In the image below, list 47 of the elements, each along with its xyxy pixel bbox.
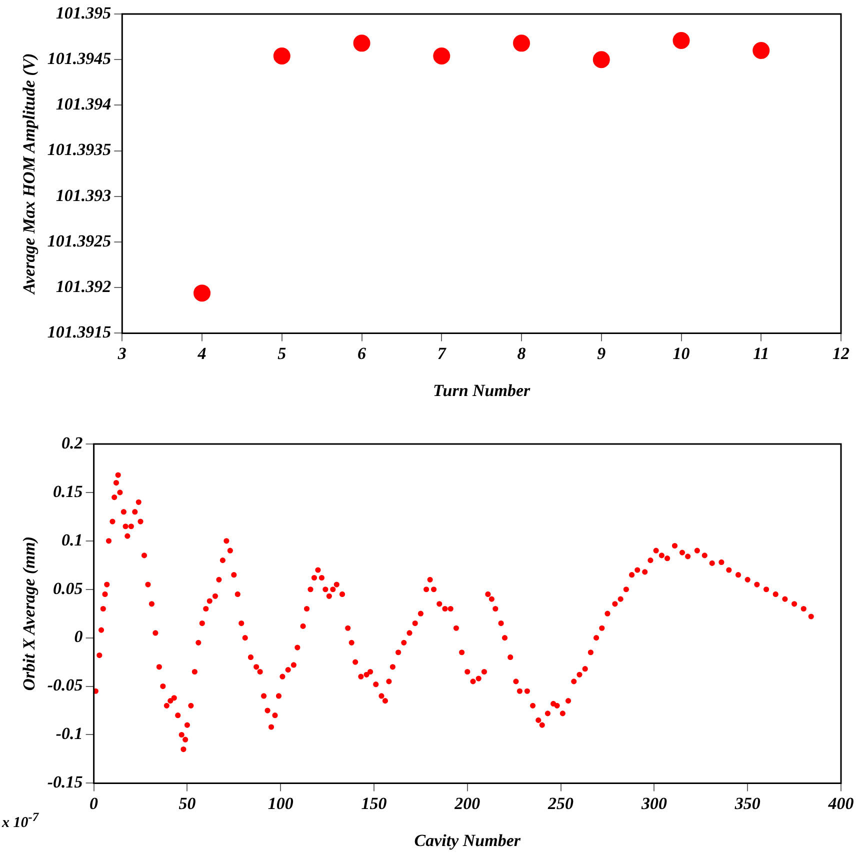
x-tick-label: 200 [454,794,481,813]
x-tick-label: 9 [597,344,606,363]
y-tick-label: 0.15 [53,482,84,501]
x-tick-label: 400 [827,794,854,813]
y-tick-label: 101.393 [56,186,112,205]
y-tick-label: 0 [74,627,84,646]
x-axis-title: Turn Number [432,381,531,400]
y-tick-label: 101.395 [56,3,112,22]
y-tick-label: -0.15 [47,772,84,792]
point [592,51,610,68]
x-tick-label: 11 [753,344,770,363]
x-tick-label: 250 [547,794,574,813]
y-tick-label: 0.1 [62,530,83,550]
y-axis-title: Orbit X Average (mm) [20,536,39,691]
x-tick-label: 50 [178,794,196,813]
x-tick-label: 12 [832,344,850,363]
x-tick-label: 7 [437,344,448,363]
point [752,42,770,59]
point [513,34,530,52]
x-tick-label: 5 [278,344,287,363]
y-tick-label: 101.3915 [47,322,112,342]
point [433,47,450,64]
y-tick-label: 101.392 [56,276,112,296]
x-tick-label: 3 [116,344,127,363]
x-tick-label: 4 [196,344,206,363]
x-axis-title: Cavity Number [414,831,521,850]
y-tick-label: 0.05 [53,578,84,598]
point [672,32,690,49]
x-tick-label: 6 [358,344,367,363]
y-tick-label: 0.2 [62,433,84,452]
x-tick-label: 100 [268,794,294,813]
y-tick-label: 101.3935 [47,140,112,160]
point [273,47,290,64]
y-axis-title: Average Max HOM Amplitude (V) [20,53,39,296]
point [194,284,211,302]
y-tick-label: -0.05 [47,676,84,695]
point [353,34,370,52]
x-tick-label: 150 [361,794,388,813]
text: x 10$^{-7}$ [2,810,39,832]
x-tick-label: 10 [672,344,690,363]
y-tick-label: 101.3945 [47,48,112,68]
y-tick-label: -0.1 [56,724,83,744]
x-tick-label: 300 [640,794,668,813]
x-tick-label: 8 [517,344,526,363]
y-tick-label: 101.394 [56,94,112,114]
x-tick-label: 350 [734,794,761,813]
y-tick-label: 101.3925 [47,231,112,250]
